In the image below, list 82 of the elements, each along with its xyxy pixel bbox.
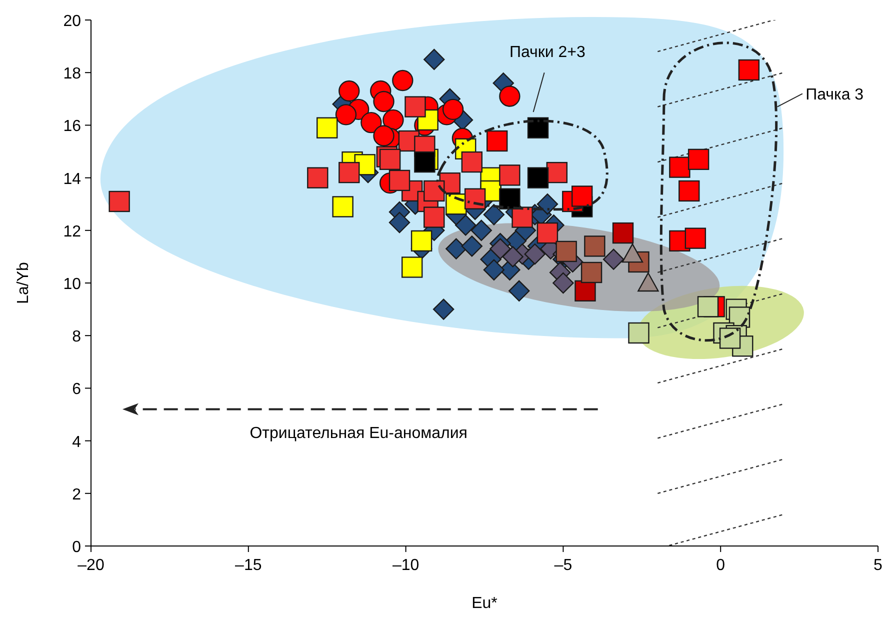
- y-tick-label: 20: [63, 13, 82, 30]
- point: [483, 204, 505, 226]
- x-tick-label: 0: [716, 557, 726, 574]
- point: [612, 222, 634, 244]
- point: [401, 256, 423, 278]
- y-tick-label: 10: [63, 276, 82, 293]
- point: [536, 194, 558, 215]
- point: [307, 167, 328, 188]
- point: [552, 272, 574, 294]
- point: [338, 162, 360, 184]
- y-tick-label: 2: [72, 486, 82, 504]
- point: [602, 248, 624, 270]
- y-tick-label: 14: [63, 170, 82, 188]
- point: [424, 206, 445, 228]
- point: [483, 259, 505, 280]
- x-tick-label: 5: [874, 557, 883, 574]
- point: [622, 243, 644, 263]
- y-tick-label: 18: [63, 66, 82, 83]
- point: [470, 220, 492, 241]
- x-tick-label: –20: [78, 557, 104, 574]
- point: [719, 328, 741, 349]
- point: [338, 80, 360, 102]
- point: [446, 238, 467, 260]
- point: [486, 130, 508, 152]
- point: [738, 59, 760, 81]
- annotation: Пачка 3: [806, 86, 864, 104]
- x-tick-label: –15: [235, 557, 262, 574]
- point: [332, 196, 354, 218]
- x-axis-title: Eu*: [472, 595, 498, 612]
- point: [316, 117, 338, 138]
- point: [360, 112, 382, 134]
- y-tick-label: 8: [72, 328, 82, 346]
- point: [392, 70, 414, 92]
- point: [584, 236, 606, 257]
- y-tick-label: 16: [63, 118, 82, 136]
- point: [461, 236, 483, 257]
- x-tick-label: –10: [392, 557, 420, 574]
- point: [684, 228, 706, 249]
- point: [508, 280, 530, 302]
- point: [512, 206, 533, 228]
- point: [410, 230, 432, 252]
- point: [697, 296, 719, 318]
- point: [669, 156, 690, 178]
- point: [580, 262, 602, 284]
- annotation: Отрицательная Eu-аномалия: [250, 425, 468, 442]
- point: [442, 98, 464, 120]
- point: [432, 298, 454, 320]
- point: [424, 180, 445, 202]
- point: [536, 222, 558, 244]
- point: [388, 170, 410, 192]
- y-tick-label: 6: [72, 381, 82, 398]
- point: [461, 151, 483, 173]
- point: [373, 125, 394, 146]
- point: [108, 190, 130, 212]
- point: [404, 96, 426, 118]
- point: [455, 214, 476, 236]
- y-tick-label: 0: [72, 539, 82, 556]
- point: [335, 104, 357, 126]
- point: [638, 272, 659, 292]
- point: [499, 164, 520, 186]
- annotation: Пачки 2+3: [510, 44, 586, 61]
- point: [527, 117, 549, 138]
- point: [688, 148, 710, 170]
- point: [546, 162, 568, 184]
- point: [571, 186, 593, 207]
- point: [499, 188, 520, 210]
- point: [490, 238, 511, 260]
- point: [502, 246, 524, 268]
- y-tick-label: 12: [63, 223, 82, 240]
- x-tick-label: –5: [554, 557, 572, 574]
- y-axis-title: La/Yb: [15, 262, 32, 304]
- point: [424, 48, 445, 70]
- point: [574, 280, 596, 302]
- point: [678, 180, 700, 202]
- point: [527, 167, 549, 188]
- y-tick-label: 4: [72, 434, 82, 451]
- point: [628, 322, 650, 344]
- point: [382, 109, 404, 131]
- point: [524, 243, 546, 265]
- point: [388, 212, 410, 234]
- point: [373, 90, 394, 112]
- point: [499, 86, 520, 107]
